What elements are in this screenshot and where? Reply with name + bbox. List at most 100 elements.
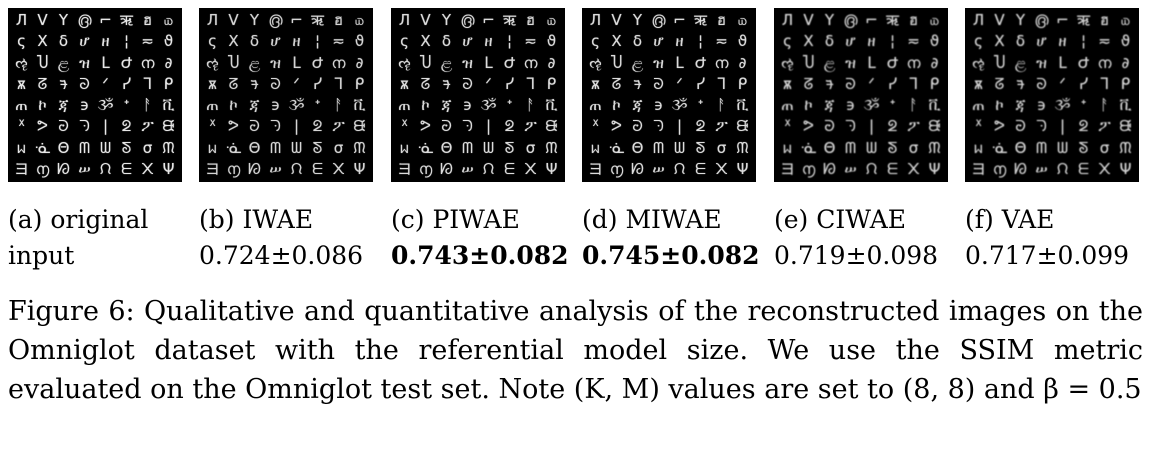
character-thumbnail: Ժ [886,53,899,72]
character-thumbnail: ᕽ [591,117,600,136]
character-thumbnail: ᕽ [974,117,983,136]
character-thumbnail: ፖ [1098,117,1111,136]
character-thumbnail: Л [206,11,219,30]
character-thumbnail: Ժ [311,53,324,72]
character-thumbnail: ᘕ [121,138,132,157]
character-thumbnail: | [293,117,300,136]
character-thumbnail: ൫ [77,11,92,30]
character-thumbnail: ς [974,32,983,51]
character-thumbnail: ᕗ [228,117,239,136]
character-thumbnail: ᘖ [504,117,515,136]
character-thumbnail: ዘ [1058,32,1067,51]
character-thumbnail: ᗯ [483,138,494,157]
character-thumbnail: Л [781,11,794,30]
character-thumbnail: Y [824,11,835,30]
character-thumbnail: ጃ [632,96,643,115]
character-thumbnail: ᑭ [354,74,365,93]
character-thumbnail: ᕗ [420,117,431,136]
character-thumbnail: ᓍ [417,138,434,157]
character-thumbnail: ቪ [928,96,941,115]
character-thumbnail: ૐ [671,96,688,115]
character-thumbnail: X [803,32,814,51]
character-thumbnail: ¦ [506,32,513,51]
character-thumbnail: ᘐ [270,74,281,93]
character-thumbnail: Ψ [1119,159,1132,178]
character-thumbnail: ௰ [737,11,748,30]
character-thumbnail: ᓍ [800,138,817,157]
character-thumbnail: ᘖ [312,117,323,136]
character-thumbnail: ᱍ [59,74,68,93]
character-thumbnail: ૡ [972,53,985,72]
character-thumbnail: δ [441,32,452,51]
character-thumbnail: ᑭ [163,74,174,93]
character-thumbnail: ᘕ [1078,138,1089,157]
character-thumbnail: Ժ [503,53,516,72]
character-thumbnail: ሠ [269,159,282,178]
character-thumbnail: ϑ [354,32,365,51]
character-thumbnail: ᙠ [162,117,175,136]
character-thumbnail: ᙏ [545,138,558,157]
character-thumbnail: ᐟ [485,74,492,93]
character-thumbnail: ᕀ [697,96,704,115]
character-thumbnail: ᱍ [633,74,642,93]
character-thumbnail: ൱ [609,159,624,178]
character-thumbnail: ¦ [697,32,704,51]
character-thumbnail: Ⴎ [36,53,49,72]
panel-label: (c) PIWAE 0.743±0.082 [391,202,569,274]
character-thumbnail: Θ [1014,138,1027,157]
character-thumbnail: ጠ [206,96,219,115]
character-thumbnail: ኮ [229,96,238,115]
character-thumbnail: ጠ [589,96,602,115]
character-thumbnail: ᕗ [994,117,1005,136]
character-thumbnail: ዘ [867,32,876,51]
character-thumbnail: ᗴ [121,159,132,178]
character-thumbnail: ළ [440,53,453,72]
character-thumbnail: ፖ [524,117,537,136]
character-thumbnail: ฮ [908,11,919,30]
character-thumbnail: ᒣ [1099,74,1110,93]
character-thumbnail: ᘖ [695,117,706,136]
character-thumbnail: ϑ [546,32,557,51]
character-thumbnail: ሠ [1035,159,1048,178]
character-thumbnail: ς [400,32,409,51]
character-thumbnail: X [228,32,239,51]
character-thumbnail: Л [589,11,602,30]
character-thumbnail: X [37,32,48,51]
character-thumbnail: ѫ [782,74,793,93]
character-thumbnail: ᐟ [676,74,683,93]
character-thumbnail: ሠ [461,159,474,178]
character-thumbnail: ᘕ [504,138,515,157]
character-thumbnail: ᓯ [887,74,898,93]
character-thumbnail: ᘆ [1036,117,1047,136]
character-thumbnail: Θ [248,138,261,157]
character-thumbnail: Ⴎ [993,53,1006,72]
character-thumbnail: ᕀ [123,96,130,115]
character-thumbnail: ς [591,32,600,51]
character-thumbnail: ᱍ [1016,74,1025,93]
character-thumbnail: ዝ [845,53,856,72]
character-thumbnail: ヨ [13,159,29,178]
character-thumbnail: ᐟ [868,74,875,93]
character-thumbnail: ૐ [480,96,497,115]
character-thumbnail: ϶ [79,96,90,115]
character-thumbnail: ዝ [270,53,281,72]
character-thumbnail: ᙏ [162,138,175,157]
character-thumbnail: ᓍ [225,138,242,157]
character-thumbnail: σ [908,138,919,157]
character-thumbnail: ᕀ [506,96,513,115]
character-thumbnail: ᱍ [825,74,834,93]
character-thumbnail: ዘ [101,32,110,51]
character-thumbnail: ᘐ [79,74,90,93]
character-thumbnail: ᘕ [312,138,323,157]
character-thumbnail: Ψ [353,159,366,178]
character-thumbnail: V [420,11,431,30]
character-thumbnail: V [37,11,48,30]
character-thumbnail: ළ [631,53,644,72]
character-thumbnail: ᘖ [887,117,898,136]
character-thumbnail: ϑ [163,32,174,51]
character-thumbnail: ᓯ [312,74,323,93]
character-thumbnail: ൱ [226,159,241,178]
